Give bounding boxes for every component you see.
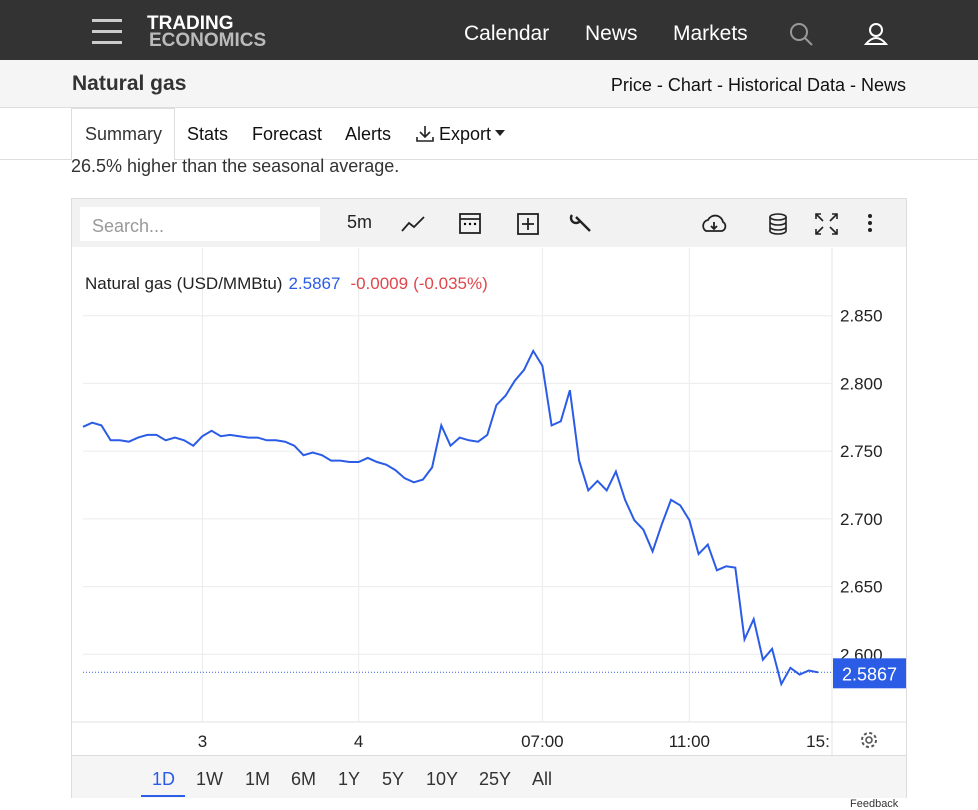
y-tick-label: 2.650 [840,578,883,597]
x-tick-label: 4 [354,732,363,751]
separator: - [656,75,663,95]
x-tick-label: 3 [198,732,207,751]
logo-top[interactable]: TRADING [147,13,234,34]
page-title: Natural gas [72,72,187,95]
range-button[interactable]: 1D [152,769,176,789]
legend-change: -0.0009 [350,274,408,293]
sub-links: Price - Chart - Historical Data - News [611,75,906,96]
sub-link[interactable]: Chart [667,75,712,95]
x-tick-label: 07:00 [521,732,564,751]
range-button[interactable]: All [532,769,553,789]
range-button[interactable]: 10Y [426,769,459,789]
y-tick-label: 2.700 [840,510,883,529]
logo-bottom[interactable]: ECONOMICS [149,30,267,51]
caret [495,130,505,136]
legend-last: 2.5867 [288,274,340,293]
legend: Natural gas (USD/MMBtu) 2.5867 -0.0009 (-0.… [85,274,488,293]
download-icon[interactable] [415,124,435,144]
tab[interactable]: Summary [85,124,163,144]
separator: - [716,75,723,95]
range-underline [141,795,185,797]
user-icon[interactable] [864,22,888,46]
price-line [82,348,819,687]
x-tick-label: 11:00 [669,732,710,751]
top-bar: TRADING ECONOMICS Calendar News Markets [0,0,978,60]
sub-link[interactable]: Price [610,75,652,95]
tab[interactable]: Stats [187,124,229,144]
last-price-tag [833,658,906,689]
nav-link[interactable]: Markets [673,22,748,45]
y-tick-label: 2.850 [840,307,883,326]
legend-name: Natural gas (USD/MMBtu) [85,274,282,293]
tabs: Summary Stats Forecast Alerts Export [0,108,978,160]
settings-icon[interactable] [858,729,880,751]
chart-toolbar: Search... 5m [72,199,906,247]
y-tick-label: 2.800 [840,374,883,393]
range-button[interactable]: 1W [196,769,223,789]
search-input[interactable]: Search... [80,207,320,241]
interval[interactable]: 5m [347,212,373,232]
range-button[interactable]: 5Y [382,769,405,789]
range-button[interactable]: 1M [245,769,271,789]
nav-link[interactable]: Calendar [464,22,550,45]
range-button[interactable]: 25Y [479,769,512,789]
nav-link[interactable]: News [585,22,638,45]
range-bar [72,755,906,798]
last-price-label: 2.5867 [842,664,897,684]
tab[interactable]: Forecast [252,124,323,144]
summary-text: 26.5% higher than the seasonal average. [71,156,400,176]
y-tick-label: 2.750 [840,442,883,461]
sub-bar: Natural gas Price - Chart - Historical Data -… [0,60,978,108]
tab[interactable]: Alerts [345,124,392,144]
menu-icon[interactable] [92,19,122,45]
sub-link[interactable]: News [860,75,906,95]
tab[interactable]: Export [439,124,492,144]
legend-change-pct: (-0.035%) [413,274,488,293]
sub-link[interactable]: Historical Data [727,75,845,95]
active-tab [71,108,175,160]
x-tick-label: 15: [806,732,830,751]
range-button[interactable]: 6M [291,769,317,789]
search-icon[interactable] [789,22,815,48]
separator: - [849,75,856,95]
toolbar-icons[interactable] [400,211,880,237]
range-button[interactable]: 1Y [338,769,361,789]
